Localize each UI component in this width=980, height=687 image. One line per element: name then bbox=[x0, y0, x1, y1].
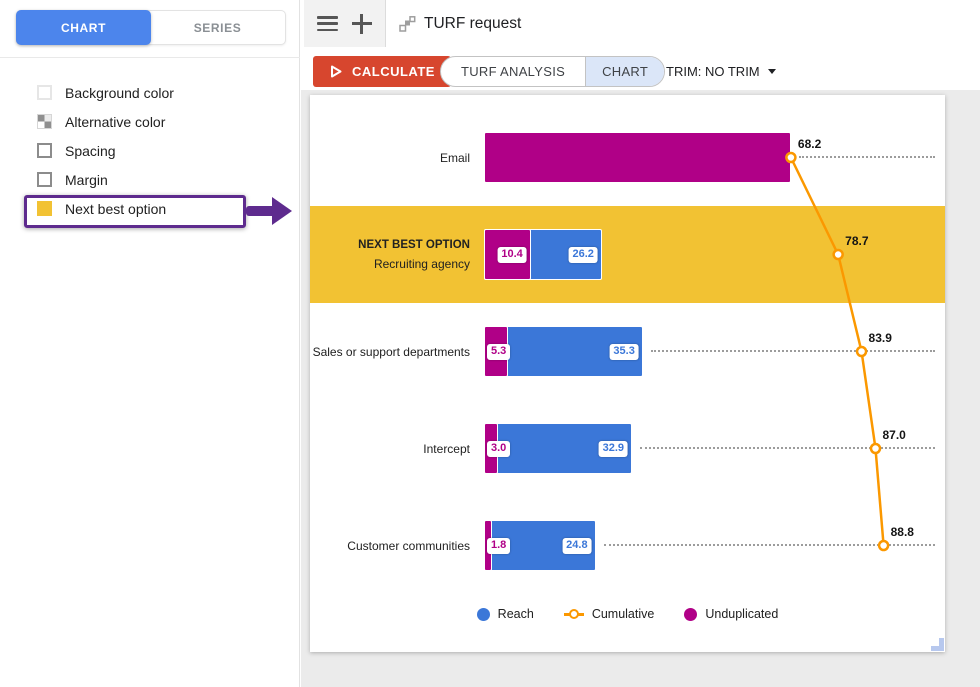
leader-line bbox=[798, 156, 935, 158]
bar-value-label: 5.3 bbox=[487, 343, 511, 360]
cumulative-value: 68.2 bbox=[797, 136, 822, 151]
category-label: NEXT BEST OPTION Recruiting agency bbox=[358, 239, 470, 271]
option-label: Spacing bbox=[65, 142, 116, 159]
chart-plot: Email NEXT BEST OPTION Recruiting agency 10… bbox=[310, 95, 945, 652]
reach-legend-dot-icon bbox=[476, 607, 490, 621]
leader-line bbox=[640, 447, 935, 449]
category-label: Email bbox=[439, 150, 470, 165]
chart-row: Sales or support departments 5.3 35.3 bbox=[310, 303, 945, 400]
checker-icon bbox=[37, 114, 52, 129]
chart-row: Intercept 3.0 32.9 bbox=[310, 400, 945, 497]
cumulative-marker[interactable] bbox=[855, 345, 868, 358]
cumulative-value: 78.7 bbox=[845, 233, 869, 248]
header-icon-box bbox=[304, 0, 386, 47]
unduplicated-bar[interactable] bbox=[484, 132, 791, 183]
option-background-color[interactable]: Background color bbox=[37, 78, 174, 107]
sidebar-divider bbox=[0, 57, 300, 58]
calculate-label: CALCULATE bbox=[352, 64, 435, 79]
checkbox-icon bbox=[37, 85, 52, 100]
category-label: Sales or support departments bbox=[312, 344, 470, 359]
cumulative-value: 88.8 bbox=[890, 524, 914, 539]
annotation-arrow bbox=[246, 206, 273, 216]
legend-label: Reach bbox=[497, 607, 534, 621]
calculate-button[interactable]: CALCULATE bbox=[313, 56, 451, 87]
tab-chart[interactable]: CHART bbox=[16, 10, 151, 45]
option-next-best-option[interactable]: Next best option bbox=[37, 194, 166, 223]
bar-value-label: 1.8 bbox=[487, 537, 511, 554]
cumulative-marker[interactable] bbox=[877, 539, 890, 552]
sidebar-tab-group: CHART SERIES bbox=[16, 10, 286, 45]
hamburger-icon[interactable] bbox=[317, 16, 339, 31]
caret-down-icon bbox=[767, 69, 776, 74]
legend-label: Unduplicated bbox=[705, 607, 779, 621]
unduplicated-legend-dot-icon bbox=[684, 607, 698, 621]
page-title: TURF request bbox=[424, 15, 522, 32]
option-label: Margin bbox=[65, 171, 108, 188]
bar-value-label: 26.2 bbox=[568, 246, 598, 263]
bar-value-label: 10.4 bbox=[497, 246, 527, 263]
cumulative-value: 87.0 bbox=[882, 427, 906, 442]
bar-value-label: 35.3 bbox=[609, 343, 639, 360]
plus-icon[interactable] bbox=[351, 13, 372, 34]
legend-item-unduplicated[interactable]: Unduplicated bbox=[684, 607, 778, 621]
chart-row: Customer communities 1.8 24.8 bbox=[310, 497, 945, 594]
resize-handle-icon[interactable] bbox=[931, 638, 944, 651]
toolbar-tab-chart[interactable]: CHART bbox=[585, 57, 665, 86]
chart-row: Email bbox=[310, 109, 945, 206]
steps-icon bbox=[399, 16, 416, 32]
trim-dropdown[interactable]: TRIM: NO TRIM bbox=[666, 56, 776, 87]
checkbox-icon bbox=[37, 143, 52, 158]
bar-value-label: 24.8 bbox=[562, 537, 592, 554]
leader-line bbox=[603, 544, 935, 546]
bar-value-label: 32.9 bbox=[598, 440, 629, 457]
legend-item-reach[interactable]: Reach bbox=[476, 607, 534, 621]
category-label: Customer communities bbox=[347, 538, 470, 553]
option-label: Alternative color bbox=[65, 113, 166, 130]
legend: Reach Cumulative Unduplicated bbox=[310, 607, 945, 621]
category-label: Intercept bbox=[423, 441, 470, 456]
leader-line bbox=[650, 350, 935, 352]
option-swatch-next-best bbox=[37, 201, 52, 216]
bar-value-label: 3.0 bbox=[487, 440, 511, 457]
toolbar-tab-turf-analysis[interactable]: TURF ANALYSIS bbox=[461, 64, 566, 79]
chart-panel: Email NEXT BEST OPTION Recruiting agency 10… bbox=[310, 95, 945, 652]
cumulative-marker[interactable] bbox=[785, 151, 797, 164]
cumulative-marker[interactable] bbox=[832, 248, 844, 261]
chart-row: NEXT BEST OPTION Recruiting agency 10.4 26.… bbox=[310, 206, 945, 303]
view-toggle: TURF ANALYSIS CHART bbox=[440, 56, 666, 87]
tab-series[interactable]: SERIES bbox=[193, 20, 242, 35]
option-alternative-color[interactable]: Alternative color bbox=[37, 107, 165, 136]
trim-label: TRIM: NO TRIM bbox=[666, 64, 760, 79]
sidebar: CHART SERIES Background color Alternativ… bbox=[0, 0, 300, 687]
option-spacing[interactable]: Spacing bbox=[37, 136, 116, 165]
checkbox-icon bbox=[37, 172, 52, 187]
legend-label: Cumulative bbox=[591, 607, 655, 621]
cumulative-marker[interactable] bbox=[869, 442, 882, 455]
play-icon bbox=[331, 65, 342, 78]
option-margin[interactable]: Margin bbox=[37, 165, 108, 194]
annotation-arrow-head bbox=[272, 197, 292, 225]
cumulative-legend-marker-icon bbox=[563, 608, 584, 621]
legend-item-cumulative[interactable]: Cumulative bbox=[563, 607, 655, 621]
cumulative-value: 83.9 bbox=[868, 330, 892, 345]
option-label: Next best option bbox=[65, 200, 167, 217]
option-label: Background color bbox=[65, 84, 174, 101]
